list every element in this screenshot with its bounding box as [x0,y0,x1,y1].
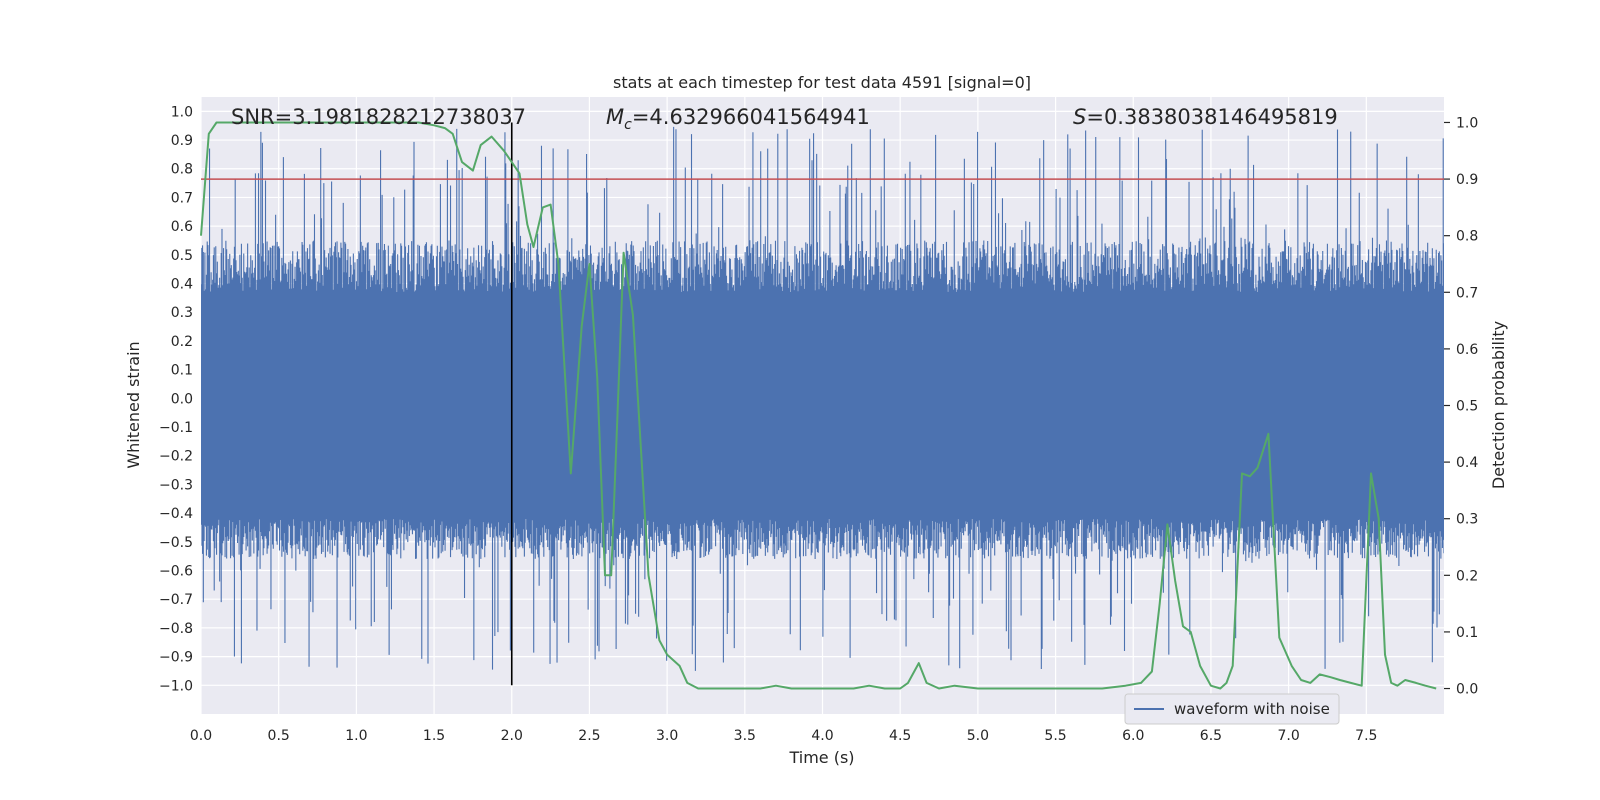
probability-series [200,121,1437,690]
y-left-tick-label: 0.9 [171,133,193,149]
y-left-tick-label: 0.0 [171,391,193,407]
x-tick-label: 3.5 [734,728,756,744]
y-right-tick-label: 0.8 [1456,229,1478,245]
y-left-tick-label: −0.2 [159,449,193,465]
snr-annotation: SNR=3.1981828212738037 [231,105,526,129]
x-tick-label: 6.0 [1122,728,1144,744]
x-axis-label: Time (s) [788,748,854,767]
x-tick-label: 5.5 [1044,728,1066,744]
y-right-tick-label: 0.0 [1456,682,1478,698]
y-left-tick-label: −0.3 [159,477,193,493]
x-tick-label: 7.0 [1277,728,1299,744]
y-right-tick-label: 0.5 [1456,399,1478,415]
x-tick-label: 1.0 [345,728,367,744]
y-right-tick-label: 0.1 [1456,625,1478,641]
x-tick-label: 4.5 [889,728,911,744]
left-axis-ticks: 1.0 0.9 0.8 0.7 0.6 0.5 0.4 0.3 0.2 0.1 0.0 −0.1 −0.… [159,104,193,694]
x-tick-label: 0.5 [268,728,290,744]
legend-box [1124,693,1340,725]
y-right-tick-label: 1.0 [1456,115,1478,131]
y-right-tick-label: 0.9 [1456,172,1478,188]
y-right-tick-label: 0.3 [1456,512,1478,528]
x-axis-ticks: 0.0 0.5 1.0 1.5 2.0 2.5 3.0 3.5 4.0 4.5 5.0 5.5 6.0 6… [190,728,1378,744]
y-right-tick-label: 0.7 [1456,285,1478,301]
y-axis-label-right: Detection probability [1489,321,1508,489]
chart-title: stats at each timestep for test data 459… [613,73,1031,92]
right-axis-ticks: 1.0 0.9 0.8 0.7 0.6 0.5 0.4 0.3 0.2 0.1 0.0 [1444,115,1478,698]
chirp-mass-annotation: Mc=4.632966041564941 [606,105,870,133]
x-tick-label: 3.0 [656,728,678,744]
y-right-tick-label: 0.6 [1456,342,1478,358]
score-annotation: S=0.3838038146495819 [1073,105,1338,129]
y-left-tick-label: 0.3 [171,305,193,321]
x-tick-label: 7.5 [1355,728,1377,744]
score-value: =0.3838038146495819 [1086,105,1337,129]
y-right-tick-label: 0.4 [1456,455,1478,471]
y-left-tick-label: 0.1 [171,363,193,379]
y-left-tick-label: −0.6 [159,564,193,580]
y-left-tick-label: −1.0 [159,678,193,694]
y-left-tick-label: 0.5 [171,248,193,264]
y-left-tick-label: 0.4 [171,277,193,293]
y-left-tick-label: −0.5 [159,535,193,551]
y-left-tick-label: −0.4 [159,506,193,522]
chirp-mass-subscript: c [624,117,632,133]
y-left-tick-label: 0.7 [171,190,193,206]
y-right-tick-label: 0.2 [1456,568,1478,584]
y-left-tick-label: 0.8 [171,162,193,178]
y-left-tick-label: 0.6 [171,219,193,235]
x-tick-label: 2.0 [501,728,523,744]
x-tick-label: 2.5 [578,728,600,744]
waveform-series [201,126,1444,671]
y-left-tick-label: −0.7 [159,592,193,608]
x-tick-label: 1.5 [423,728,445,744]
y-left-tick-label: −0.1 [159,420,193,436]
score-symbol: S [1073,105,1086,129]
y-axis-label-left: Whitened strain [124,341,143,468]
y-left-tick-label: −0.8 [159,621,193,637]
x-tick-label: 4.0 [811,728,833,744]
x-tick-label: 5.0 [967,728,989,744]
chirp-mass-value: =4.632966041564941 [632,105,870,129]
legend: waveform with noise [1124,693,1340,725]
x-tick-label: 6.5 [1200,728,1222,744]
chirp-mass-symbol: M [606,105,624,129]
waveform-trace [201,126,1444,671]
y-left-tick-label: 1.0 [171,104,193,120]
y-left-tick-label: −0.9 [159,650,193,666]
y-left-tick-label: 0.2 [171,334,193,350]
x-tick-label: 0.0 [190,728,212,744]
legend-label: waveform with noise [1174,700,1330,718]
